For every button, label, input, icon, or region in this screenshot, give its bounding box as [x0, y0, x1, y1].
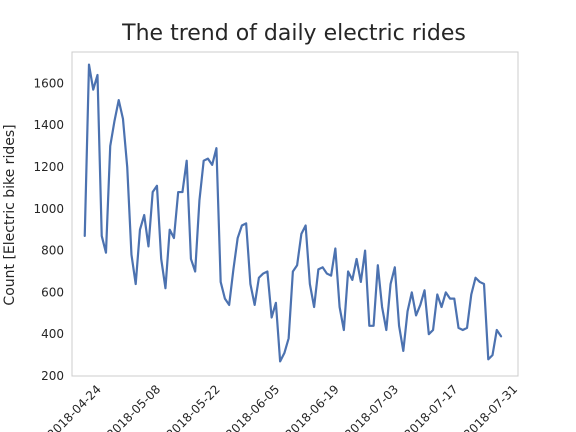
chart-title: The trend of daily electric rides: [121, 21, 466, 46]
x-tick-label: 2018-05-22: [164, 382, 223, 432]
x-tick-label: 2018-07-31: [461, 382, 520, 432]
x-axis-ticks: 2018-04-24 2018-05-08 2018-05-22 2018-06-05…: [45, 382, 520, 432]
y-tick-label: 1000: [33, 202, 64, 216]
y-tick-label: 400: [41, 327, 64, 341]
series-line: [83, 63, 503, 363]
x-tick-label: 2018-06-05: [223, 382, 282, 432]
y-axis-ticks: 200 400 600 800 1000 1200 1400 1600: [33, 76, 64, 383]
y-tick-label: 200: [41, 369, 64, 383]
y-tick-label: 600: [41, 285, 64, 299]
x-tick-label: 2018-04-24: [45, 382, 104, 432]
y-tick-label: 1200: [33, 160, 64, 174]
x-tick-label: 2018-05-08: [104, 382, 163, 432]
y-tick-label: 800: [41, 244, 64, 258]
x-tick-label: 2018-07-03: [342, 382, 401, 432]
y-tick-label: 1600: [33, 76, 64, 90]
y-tick-label: 1400: [33, 118, 64, 132]
x-tick-label: 2018-06-19: [283, 382, 342, 432]
x-tick-label: 2018-07-17: [401, 382, 460, 432]
plot-area: [71, 51, 519, 377]
y-axis-label: Count [Electric bike rides]: [2, 124, 18, 305]
